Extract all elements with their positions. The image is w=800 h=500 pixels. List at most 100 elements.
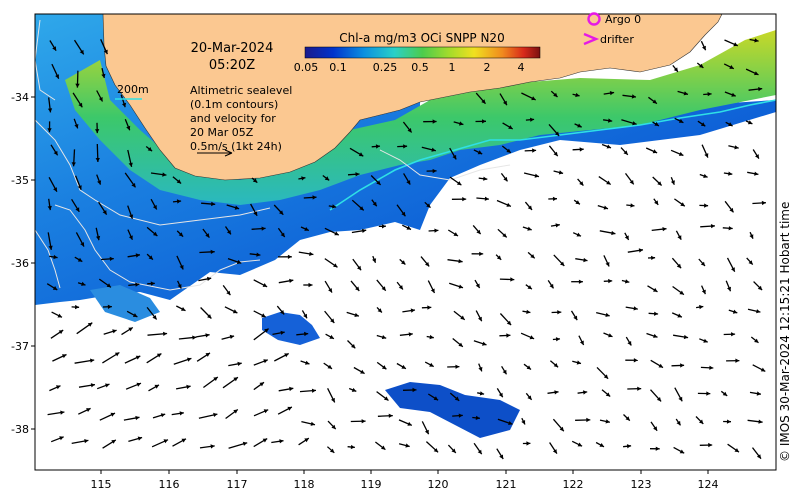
velocity-arrow-head	[210, 444, 215, 449]
velocity-arrow-head	[683, 91, 688, 96]
velocity-arrow-head	[703, 338, 708, 343]
velocity-arrow-head	[605, 262, 610, 267]
velocity-arrow-head	[656, 397, 662, 402]
velocity-arrow-head	[704, 203, 709, 208]
velocity-arrow-head	[702, 45, 706, 51]
velocity-arrow-head	[683, 334, 689, 340]
velocity-arrow-head	[137, 436, 143, 441]
velocity-arrow-head	[401, 364, 406, 369]
velocity-arrow-head	[553, 92, 558, 97]
velocity-arrow-head	[677, 235, 682, 240]
velocity-arrow-head	[756, 391, 761, 396]
velocity-arrow-head	[456, 181, 462, 186]
velocity-arrow-head	[334, 231, 339, 236]
velocity-arrow-head	[605, 312, 610, 317]
velocity-arrow-head	[577, 123, 582, 128]
velocity-arrow-head	[381, 286, 386, 291]
velocity-arrow-head	[232, 309, 238, 314]
velocity-arrow-head	[425, 262, 430, 267]
overlay-desc-line-3: and velocity for	[190, 112, 276, 125]
velocity-arrow-head	[111, 439, 116, 444]
velocity-arrow-head	[376, 180, 381, 185]
velocity-arrow-head	[74, 124, 79, 129]
velocity-arrow-head	[429, 362, 434, 367]
velocity-arrow-head	[207, 314, 212, 319]
velocity-arrow-head	[678, 396, 683, 402]
velocity-arrow-head	[703, 173, 708, 178]
velocity-arrow-head	[333, 263, 338, 268]
velocity-arrow-head	[459, 121, 464, 126]
velocity-arrow-head	[112, 329, 117, 334]
colorbar-tick-4: 0.5	[411, 61, 429, 74]
velocity-arrow-head	[114, 352, 120, 357]
latitude-tick-label: -35	[11, 174, 29, 187]
colorbar-tick-5: 1	[449, 61, 456, 74]
velocity-arrow-head	[80, 242, 84, 247]
velocity-arrow-head	[728, 122, 733, 126]
velocity-arrow-head	[187, 357, 192, 362]
velocity-arrow-head	[499, 454, 504, 459]
velocity-arrow-head	[475, 283, 480, 288]
velocity-arrow-head	[680, 202, 685, 207]
velocity-arrow-head	[754, 38, 759, 43]
velocity-arrow-head	[229, 334, 235, 339]
velocity-arrow-head	[412, 387, 417, 393]
colorbar-tick-2: 0.1	[329, 61, 347, 74]
velocity-arrow-head	[263, 359, 268, 364]
velocity-arrow-head	[53, 187, 57, 192]
velocity-arrow-head	[527, 395, 532, 400]
drifter-legend-label: drifter	[600, 33, 634, 46]
velocity-arrow-head	[96, 235, 101, 241]
velocity-arrow-head	[481, 99, 486, 104]
velocity-arrow-head	[129, 214, 134, 219]
velocity-arrow-head	[722, 391, 728, 396]
velocity-arrow-head	[372, 201, 377, 207]
velocity-arrow-head	[637, 386, 642, 391]
velocity-arrow-head	[460, 315, 465, 320]
longitude-axis: 115 116 117 118 119 120 121 122 123 124	[91, 470, 719, 491]
velocity-arrow-head	[652, 149, 658, 154]
velocity-arrow-head	[603, 374, 609, 379]
velocity-arrow-head	[311, 388, 316, 393]
velocity-arrow-head	[462, 197, 467, 202]
velocity-arrow-head	[192, 335, 197, 340]
velocity-arrow-head	[624, 279, 630, 284]
velocity-arrow-head	[179, 265, 184, 270]
velocity-arrow-head	[407, 128, 412, 133]
longitude-tick-label: 115	[91, 478, 112, 491]
velocity-arrow-head	[458, 259, 463, 264]
velocity-arrow-head	[431, 147, 436, 152]
velocity-arrow-head	[381, 365, 387, 370]
velocity-arrow-head	[555, 223, 560, 228]
velocity-arrow-head	[429, 334, 434, 340]
velocity-arrow-head	[653, 426, 658, 431]
sealevel-contour	[34, 229, 61, 289]
velocity-arrow-head	[506, 202, 511, 207]
overlay-desc-line-1: Altimetric sealevel	[190, 84, 292, 97]
velocity-arrow-head	[709, 365, 714, 370]
velocity-arrow-head	[708, 442, 713, 448]
velocity-arrow-head	[475, 415, 480, 420]
velocity-arrow-head	[479, 391, 485, 396]
velocity-arrow-head	[631, 94, 636, 99]
velocity-arrow-head	[554, 131, 560, 136]
velocity-arrow-head	[526, 309, 531, 314]
velocity-arrow-head	[706, 391, 711, 396]
velocity-arrow-head	[758, 87, 763, 92]
velocity-arrow-head	[502, 369, 507, 375]
velocity-arrow-head	[731, 92, 736, 97]
velocity-arrow-head	[498, 392, 503, 398]
velocity-arrow-head	[178, 232, 184, 237]
velocity-arrow-head	[132, 313, 138, 317]
velocity-arrow-head	[97, 180, 102, 185]
colorbar-tick-6: 2	[484, 61, 491, 74]
velocity-arrow-head	[62, 354, 67, 359]
velocity-arrow-head	[362, 228, 367, 233]
velocity-arrow-head	[48, 245, 53, 250]
velocity-arrow-head	[236, 259, 242, 264]
velocity-arrow-head	[105, 383, 110, 388]
velocity-arrow-head	[47, 128, 52, 133]
velocity-arrow-head	[606, 144, 611, 149]
velocity-arrow-head	[57, 313, 62, 318]
velocity-arrow-head	[427, 305, 432, 310]
